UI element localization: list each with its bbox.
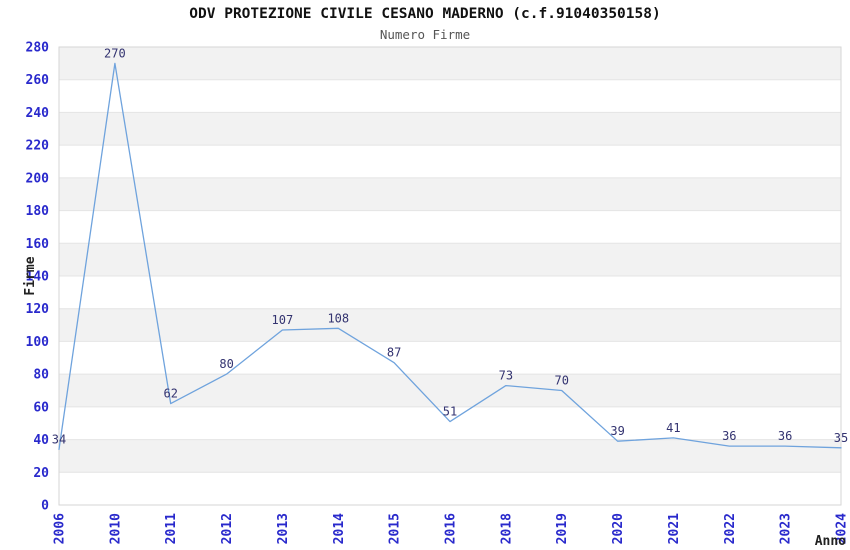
x-axis-title: Anno — [815, 534, 846, 549]
x-tick-label: 2016 — [444, 513, 459, 544]
x-tick-label: 2012 — [220, 513, 235, 544]
chart-title: ODV PROTEZIONE CIVILE CESANO MADERNO (c.… — [189, 6, 661, 22]
data-point-label: 36 — [778, 429, 792, 443]
plot-band — [59, 374, 841, 407]
data-line — [58, 62, 842, 451]
y-tick-label: 0 — [41, 499, 49, 514]
y-tick-label: 180 — [26, 204, 50, 219]
plot-band — [59, 439, 841, 473]
x-tick-label: 2021 — [667, 513, 682, 544]
data-point-label: 70 — [554, 374, 568, 388]
y-tick-label: 80 — [33, 368, 49, 383]
x-tick-label: 2018 — [499, 513, 514, 544]
x-tick-label: 2022 — [723, 513, 738, 544]
plot-border — [58, 46, 842, 506]
x-tick-label: 2014 — [332, 513, 347, 544]
data-point-label: 73 — [499, 369, 513, 383]
y-tick-label: 20 — [33, 466, 49, 481]
data-point-label: 41 — [666, 421, 680, 435]
y-tick-label: 200 — [26, 171, 50, 186]
y-tick-label: 120 — [26, 302, 50, 317]
y-tick-label: 160 — [26, 237, 50, 252]
y-axis-title: Firme — [23, 256, 38, 295]
data-point-label: 39 — [610, 424, 624, 438]
data-point-label: 107 — [272, 313, 294, 327]
x-tick-label: 2015 — [388, 513, 403, 544]
x-tick-label: 2024 — [835, 513, 850, 544]
plot-band — [59, 112, 841, 146]
data-point-label: 34 — [52, 432, 66, 446]
data-point-label: 87 — [387, 346, 401, 360]
y-tick-label: 280 — [26, 41, 50, 56]
data-point-label: 36 — [722, 429, 736, 443]
plot-band — [59, 243, 841, 276]
data-point-label: 108 — [327, 311, 349, 325]
data-point-label: 51 — [443, 405, 457, 419]
chart-subtitle: Numero Firme — [379, 27, 471, 42]
x-tick-label: 2006 — [53, 513, 68, 544]
y-tick-label: 260 — [26, 73, 50, 88]
x-tick-label: 2011 — [164, 513, 179, 544]
data-point-label: 80 — [219, 357, 233, 371]
x-tick-label: 2013 — [276, 513, 291, 544]
x-tick-label: 2019 — [555, 513, 570, 544]
plot-band — [59, 177, 841, 211]
x-tick-label: 2023 — [779, 513, 794, 544]
plot-band — [59, 308, 841, 342]
data-point-label: 62 — [163, 387, 177, 401]
plot-band — [59, 47, 841, 80]
y-tick-label: 60 — [33, 400, 49, 415]
y-tick-label: 100 — [26, 335, 50, 350]
y-tick-label: 240 — [26, 106, 50, 121]
y-tick-label: 220 — [26, 139, 50, 154]
data-point-label: 35 — [834, 431, 848, 445]
y-tick-label: 40 — [33, 433, 49, 448]
data-point-label: 270 — [104, 46, 126, 60]
y-tick-label: 140 — [26, 270, 50, 285]
x-tick-label: 2020 — [611, 513, 626, 544]
x-tick-label: 2010 — [108, 513, 123, 544]
